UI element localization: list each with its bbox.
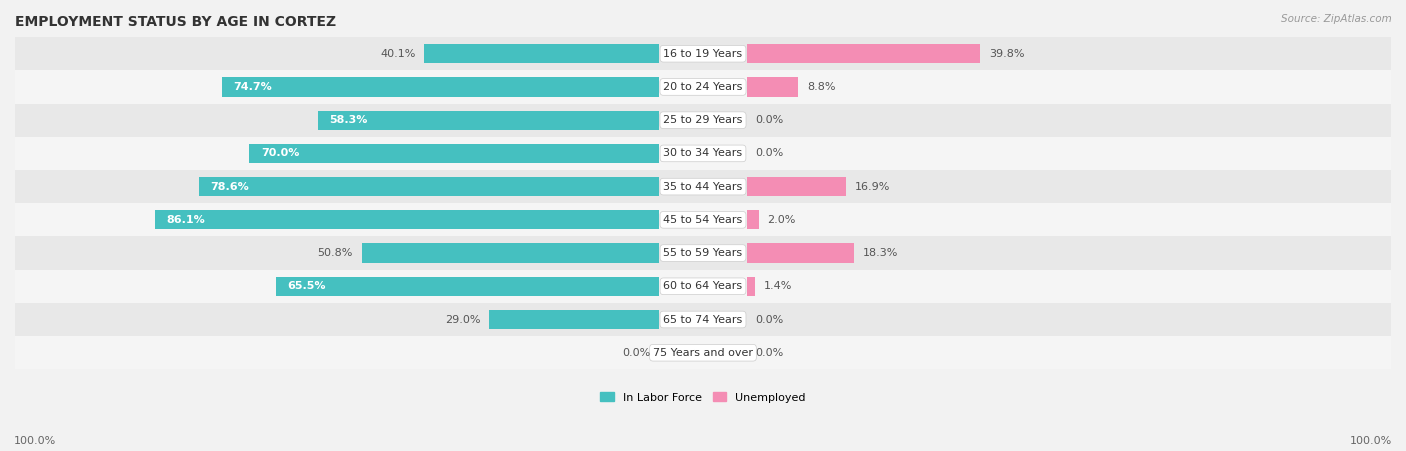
Text: 8.8%: 8.8% — [807, 82, 835, 92]
Bar — [249, 144, 659, 163]
Text: 78.6%: 78.6% — [211, 182, 249, 192]
Text: 29.0%: 29.0% — [444, 314, 481, 325]
Text: 0.0%: 0.0% — [621, 348, 651, 358]
Bar — [361, 244, 659, 262]
Text: 55 to 59 Years: 55 to 59 Years — [664, 248, 742, 258]
Text: 35 to 44 Years: 35 to 44 Years — [664, 182, 742, 192]
Text: 25 to 29 Years: 25 to 29 Years — [664, 115, 742, 125]
Bar — [747, 77, 799, 97]
Bar — [0, 336, 1406, 369]
Bar — [425, 44, 659, 63]
Text: 70.0%: 70.0% — [262, 148, 299, 158]
Bar — [0, 70, 1406, 104]
Text: 39.8%: 39.8% — [988, 49, 1024, 59]
Bar — [318, 110, 659, 130]
Text: 100.0%: 100.0% — [14, 437, 56, 446]
Text: 60 to 64 Years: 60 to 64 Years — [664, 281, 742, 291]
Text: 0.0%: 0.0% — [755, 148, 785, 158]
Text: 40.1%: 40.1% — [380, 49, 416, 59]
Text: 75 Years and over: 75 Years and over — [652, 348, 754, 358]
Bar — [0, 37, 1406, 70]
Bar — [0, 170, 1406, 203]
Bar — [0, 303, 1406, 336]
Bar — [0, 137, 1406, 170]
Bar — [276, 276, 659, 296]
Text: 50.8%: 50.8% — [318, 248, 353, 258]
Text: 65 to 74 Years: 65 to 74 Years — [664, 314, 742, 325]
Text: 2.0%: 2.0% — [768, 215, 796, 225]
Text: Source: ZipAtlas.com: Source: ZipAtlas.com — [1281, 14, 1392, 23]
Bar — [0, 203, 1406, 236]
Text: 45 to 54 Years: 45 to 54 Years — [664, 215, 742, 225]
Bar — [155, 210, 659, 230]
Bar — [747, 210, 759, 230]
Text: 86.1%: 86.1% — [167, 215, 205, 225]
Text: 0.0%: 0.0% — [755, 314, 785, 325]
Bar — [198, 177, 659, 196]
Text: 58.3%: 58.3% — [329, 115, 368, 125]
Text: 16 to 19 Years: 16 to 19 Years — [664, 49, 742, 59]
Legend: In Labor Force, Unemployed: In Labor Force, Unemployed — [596, 388, 810, 407]
Text: EMPLOYMENT STATUS BY AGE IN CORTEZ: EMPLOYMENT STATUS BY AGE IN CORTEZ — [15, 15, 336, 29]
Text: 30 to 34 Years: 30 to 34 Years — [664, 148, 742, 158]
Bar — [747, 44, 980, 63]
Bar — [747, 177, 846, 196]
Bar — [747, 244, 853, 262]
Text: 16.9%: 16.9% — [855, 182, 890, 192]
Text: 0.0%: 0.0% — [755, 115, 785, 125]
Bar — [222, 77, 659, 97]
Text: 65.5%: 65.5% — [287, 281, 326, 291]
Text: 0.0%: 0.0% — [755, 348, 785, 358]
Text: 18.3%: 18.3% — [863, 248, 898, 258]
Bar — [0, 236, 1406, 270]
Text: 74.7%: 74.7% — [233, 82, 273, 92]
Bar — [747, 276, 755, 296]
Text: 1.4%: 1.4% — [763, 281, 792, 291]
Text: 100.0%: 100.0% — [1350, 437, 1392, 446]
Text: 20 to 24 Years: 20 to 24 Years — [664, 82, 742, 92]
Bar — [0, 270, 1406, 303]
Bar — [489, 310, 659, 329]
Bar — [0, 104, 1406, 137]
